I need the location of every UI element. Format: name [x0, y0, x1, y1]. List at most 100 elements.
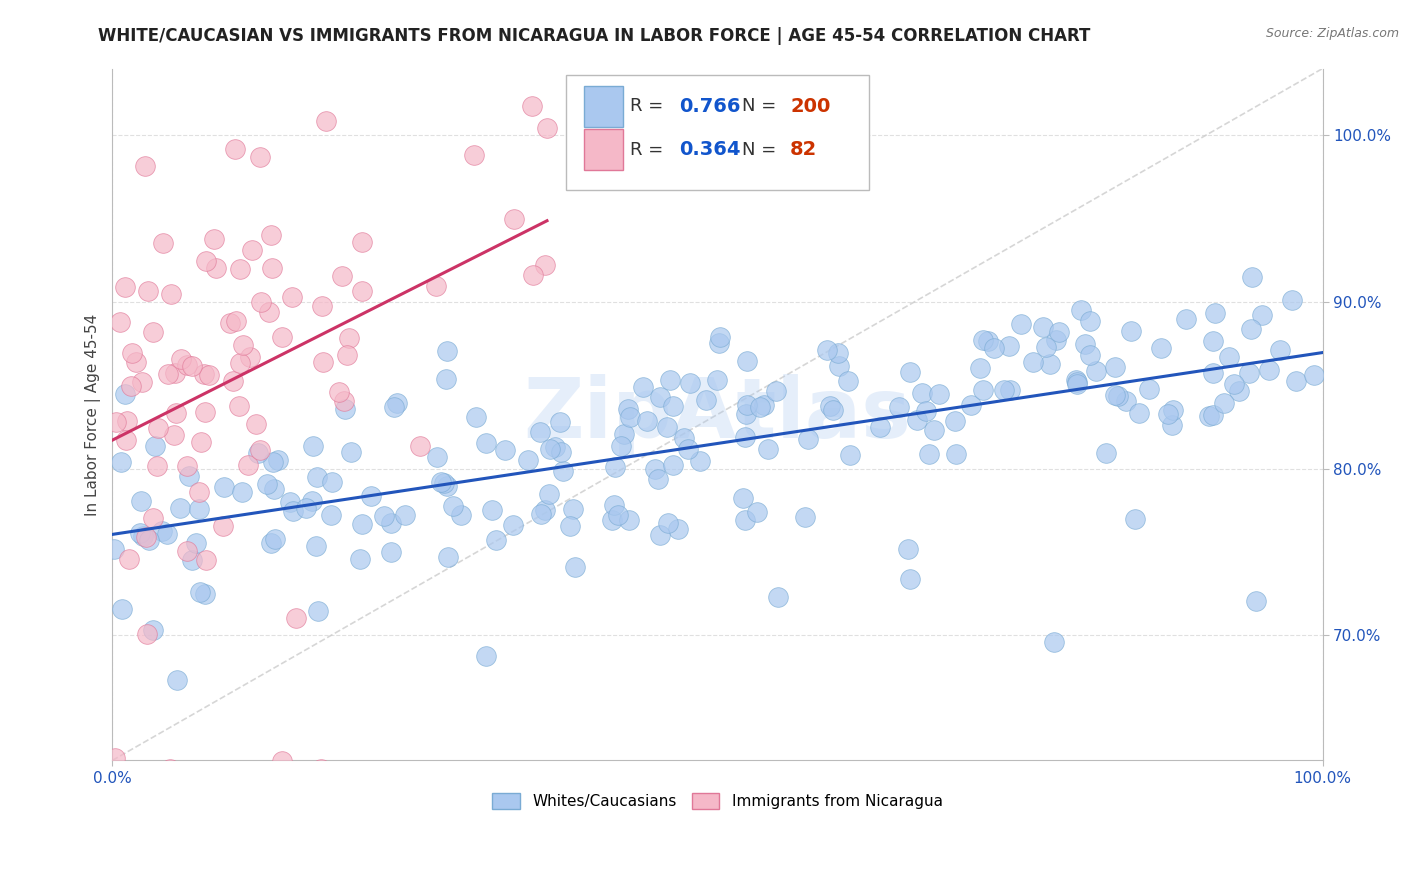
Point: [607, 508, 630, 522]
Point: [301, 493, 323, 508]
Point: [321, 475, 343, 489]
Point: [600, 513, 623, 527]
Point: [1085, 364, 1108, 378]
Point: [163, 427, 186, 442]
Point: [644, 462, 666, 476]
Point: [969, 361, 991, 376]
Point: [1104, 388, 1126, 402]
FancyBboxPatch shape: [585, 86, 623, 127]
Point: [430, 475, 453, 489]
Point: [222, 374, 245, 388]
Point: [441, 500, 464, 514]
Point: [262, 455, 284, 469]
Point: [305, 470, 328, 484]
Point: [1115, 393, 1137, 408]
Point: [924, 424, 946, 438]
Point: [475, 649, 498, 664]
Point: [972, 384, 994, 398]
Point: [1223, 376, 1246, 391]
Point: [328, 384, 350, 399]
Text: 82: 82: [790, 140, 817, 160]
Point: [823, 403, 845, 417]
Point: [146, 421, 169, 435]
Point: [1107, 389, 1129, 403]
Point: [239, 350, 262, 364]
Point: [689, 454, 711, 468]
Point: [463, 147, 485, 161]
Point: [617, 401, 640, 416]
Point: [1302, 368, 1324, 383]
Point: [1043, 635, 1066, 649]
Point: [1218, 351, 1240, 365]
Point: [998, 384, 1021, 398]
Point: [305, 539, 328, 553]
Point: [111, 602, 134, 616]
Point: [115, 414, 138, 428]
Point: [538, 442, 561, 456]
Point: [610, 439, 633, 453]
Point: [138, 533, 160, 547]
Point: [765, 384, 787, 399]
Point: [425, 279, 447, 293]
Point: [530, 507, 553, 521]
Point: [333, 394, 356, 409]
Point: [658, 373, 681, 387]
Point: [181, 553, 204, 567]
Point: [166, 673, 188, 688]
Point: [211, 518, 233, 533]
Text: WHITE/CAUCASIAN VS IMMIGRANTS FROM NICARAGUA IN LABOR FORCE | AGE 45-54 CORRELAT: WHITE/CAUCASIAN VS IMMIGRANTS FROM NICAR…: [98, 27, 1091, 45]
Point: [827, 346, 849, 360]
Point: [734, 430, 756, 444]
Point: [155, 526, 177, 541]
Point: [828, 359, 851, 374]
Point: [734, 407, 756, 421]
Point: [1202, 408, 1225, 422]
Point: [977, 334, 1000, 348]
Point: [382, 401, 405, 415]
Point: [564, 560, 586, 574]
Point: [315, 114, 337, 128]
Point: [815, 343, 838, 357]
Point: [818, 399, 841, 413]
Point: [502, 518, 524, 533]
Point: [165, 406, 187, 420]
FancyBboxPatch shape: [585, 129, 623, 170]
Point: [1066, 376, 1088, 391]
Point: [619, 410, 641, 425]
Point: [104, 415, 127, 429]
Point: [1202, 334, 1225, 348]
Point: [1078, 348, 1101, 362]
Point: [517, 453, 540, 467]
Point: [110, 315, 132, 329]
Point: [349, 552, 371, 566]
Point: [134, 159, 156, 173]
Point: [260, 261, 283, 276]
Point: [1095, 446, 1118, 460]
Point: [676, 442, 699, 457]
Point: [131, 375, 153, 389]
Point: [551, 465, 574, 479]
Point: [163, 366, 186, 380]
Point: [960, 398, 983, 412]
Point: [157, 368, 180, 382]
Point: [993, 383, 1015, 397]
Point: [612, 427, 634, 442]
Point: [1285, 374, 1308, 388]
Point: [752, 399, 775, 413]
Point: [309, 762, 332, 776]
Point: [745, 505, 768, 519]
Point: [657, 420, 679, 434]
Point: [661, 399, 683, 413]
Point: [1227, 384, 1250, 399]
Point: [373, 509, 395, 524]
Point: [136, 627, 159, 641]
Point: [766, 590, 789, 604]
Point: [494, 442, 516, 457]
Point: [285, 611, 308, 625]
Point: [550, 445, 572, 459]
Point: [648, 390, 671, 404]
Point: [270, 330, 292, 344]
Point: [160, 287, 183, 301]
Point: [1270, 343, 1292, 357]
Point: [225, 314, 247, 328]
